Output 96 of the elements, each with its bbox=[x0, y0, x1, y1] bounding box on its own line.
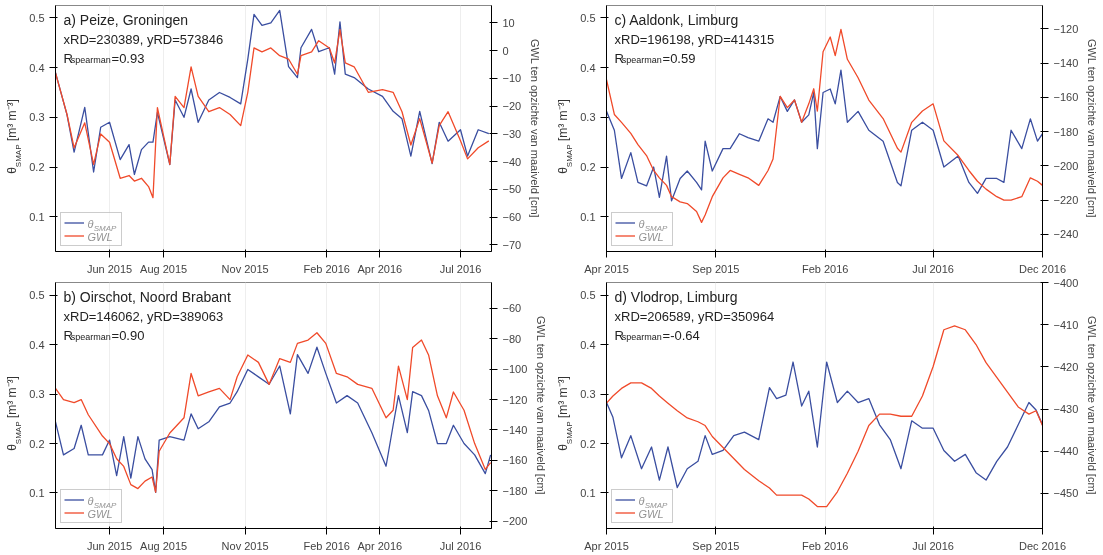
y-axis-title: θSMAP [m³ m⁻³] bbox=[4, 99, 23, 174]
y-tick-label: 0.5 bbox=[580, 11, 596, 24]
legend-label: GWL bbox=[87, 508, 113, 520]
y-axis-title: θSMAP [m³ m⁻³] bbox=[555, 99, 574, 174]
y-tick-label: 0.1 bbox=[580, 210, 596, 223]
y2-tick-label: −60 bbox=[502, 302, 522, 315]
y2-tick-label: −200 bbox=[1053, 159, 1079, 172]
x-tick-label: Jun 2015 bbox=[86, 539, 133, 552]
annotation: Rspearman=0.59 bbox=[614, 50, 696, 66]
x-tick-label: Dec 2016 bbox=[1018, 539, 1067, 552]
y2-axis-title: GWL ten opzichte van maaiveld [cm] bbox=[1086, 38, 1099, 218]
x-tick-label: Apr 2015 bbox=[584, 539, 629, 552]
y-tick-label: 0.1 bbox=[580, 486, 596, 499]
y2-tick-label: −140 bbox=[502, 423, 528, 436]
y2-axis-title: GWL ten opzichte van maaiveld [cm] bbox=[1086, 315, 1099, 495]
y2-tick-label: −440 bbox=[1053, 445, 1079, 458]
x-tick-label: Feb 2016 bbox=[303, 539, 350, 552]
y-tick-label: 0.2 bbox=[580, 161, 596, 174]
y2-tick-label: −60 bbox=[502, 211, 522, 224]
y2-tick-label: −120 bbox=[502, 393, 528, 406]
y2-tick-label: −450 bbox=[1053, 487, 1079, 500]
y2-tick-label: 0 bbox=[502, 44, 509, 57]
y2-tick-label: −70 bbox=[502, 238, 522, 251]
y2-tick-label: −160 bbox=[502, 454, 528, 467]
annotation: xRD=196198, yRD=414315 bbox=[614, 31, 775, 47]
y2-tick-label: −120 bbox=[1053, 22, 1079, 35]
y2-tick-label: −200 bbox=[502, 515, 528, 528]
x-tick-label: Jul 2016 bbox=[439, 262, 482, 275]
y2-axis-title: GWL ten opzichte van maaiveld [cm] bbox=[535, 315, 548, 495]
y-tick-label: 0.3 bbox=[29, 388, 45, 401]
annotation: Rspearman=-0.64 bbox=[614, 327, 700, 343]
y2-tick-label: −240 bbox=[1053, 228, 1079, 241]
y-tick-label: 0.3 bbox=[29, 111, 45, 124]
y-tick-label: 0.4 bbox=[580, 61, 596, 74]
x-tick-label: Feb 2016 bbox=[801, 539, 849, 552]
y2-tick-label: −420 bbox=[1053, 360, 1079, 373]
y2-tick-label: −10 bbox=[502, 72, 522, 85]
y2-tick-label: −20 bbox=[502, 100, 522, 113]
y-tick-label: 0.2 bbox=[580, 437, 596, 450]
text: a) Peize, Groningen bbox=[63, 11, 189, 28]
legend-label: GWL bbox=[638, 508, 664, 520]
y2-tick-label: −100 bbox=[502, 363, 528, 376]
y2-tick-label: −50 bbox=[502, 183, 522, 196]
y2-tick-label: −140 bbox=[1053, 57, 1079, 70]
chart-title: d) Vlodrop, Limburg bbox=[614, 288, 738, 305]
y2-tick-label: −410 bbox=[1053, 318, 1079, 331]
annotation: xRD=206589, yRD=350964 bbox=[614, 308, 775, 324]
y-tick-label: 0.1 bbox=[29, 486, 45, 499]
y2-tick-label: −180 bbox=[1053, 125, 1079, 138]
annotation: xRD=230389, yRD=573846 bbox=[63, 31, 224, 47]
y-tick-label: 0.4 bbox=[580, 338, 596, 351]
y-tick-label: 0.3 bbox=[580, 388, 596, 401]
x-tick-label: Sep 2015 bbox=[692, 539, 740, 552]
x-tick-label: Aug 2015 bbox=[140, 539, 188, 552]
x-tick-label: Sep 2015 bbox=[692, 262, 740, 275]
annotation: Rspearman=0.90 bbox=[63, 327, 145, 343]
y2-tick-label: −400 bbox=[1053, 276, 1079, 289]
x-tick-label: Nov 2015 bbox=[221, 539, 269, 552]
x-tick-label: Dec 2016 bbox=[1018, 262, 1067, 275]
x-tick-label: Jun 2015 bbox=[86, 262, 133, 275]
y2-tick-label: −30 bbox=[502, 127, 522, 140]
y-tick-label: 0.4 bbox=[29, 61, 45, 74]
legend-label: GWL bbox=[638, 231, 664, 243]
y-tick-label: 0.5 bbox=[29, 11, 45, 24]
x-tick-label: Feb 2016 bbox=[801, 262, 849, 275]
y-axis-title: θSMAP [m³ m⁻³] bbox=[555, 376, 574, 451]
x-tick-label: Nov 2015 bbox=[221, 262, 269, 275]
x-tick-label: Apr 2016 bbox=[357, 262, 403, 275]
y2-tick-label: −160 bbox=[1053, 91, 1079, 104]
x-tick-label: Jul 2016 bbox=[912, 262, 954, 275]
y2-tick-label: −430 bbox=[1053, 403, 1079, 416]
x-tick-label: Apr 2015 bbox=[584, 262, 629, 275]
legend-label: GWL bbox=[87, 231, 113, 243]
y-tick-label: 0.5 bbox=[580, 289, 596, 302]
x-tick-label: Apr 2016 bbox=[357, 539, 403, 552]
y2-tick-label: −180 bbox=[502, 484, 528, 497]
y-tick-label: 0.4 bbox=[29, 338, 45, 351]
text: c) Aaldonk, Limburg bbox=[614, 11, 739, 28]
y2-tick-label: −40 bbox=[502, 155, 522, 168]
x-tick-label: Feb 2016 bbox=[303, 262, 350, 275]
y2-tick-label: −80 bbox=[502, 332, 522, 345]
x-tick-label: Jul 2016 bbox=[439, 539, 482, 552]
y-tick-label: 0.2 bbox=[29, 437, 45, 450]
x-tick-label: Jul 2016 bbox=[912, 539, 954, 552]
y-axis-title: θSMAP [m³ m⁻³] bbox=[4, 376, 23, 451]
y2-axis-title: GWL ten opzichte van maaiveld [cm] bbox=[529, 38, 542, 218]
y-tick-label: 0.5 bbox=[29, 289, 45, 302]
y-tick-label: 0.3 bbox=[580, 111, 596, 124]
x-tick-label: Aug 2015 bbox=[140, 262, 188, 275]
y-tick-label: 0.1 bbox=[29, 210, 45, 223]
chart-title: b) Oirschot, Noord Brabant bbox=[63, 288, 231, 305]
annotation: xRD=146062, yRD=389063 bbox=[63, 308, 224, 324]
y-tick-label: 0.2 bbox=[29, 161, 45, 174]
y2-tick-label: −220 bbox=[1053, 194, 1079, 207]
y2-tick-label: 10 bbox=[502, 16, 515, 29]
annotation: Rspearman=0.93 bbox=[63, 50, 145, 66]
